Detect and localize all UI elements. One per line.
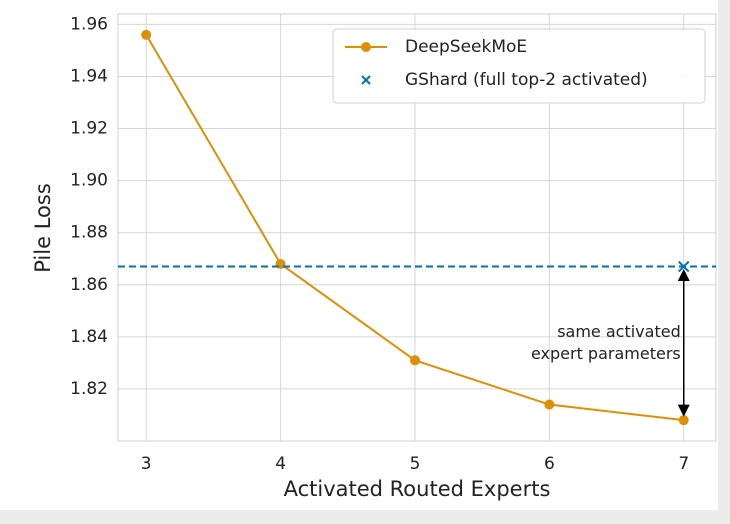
y-tick-label: 1.90 — [70, 171, 108, 191]
annotation-text: expert parameters — [531, 344, 681, 363]
legend: DeepSeekMoE GShard (full top-2 activated) — [332, 28, 706, 104]
x-axis-label: Activated Routed Experts — [284, 477, 551, 501]
y-tick-label: 1.84 — [70, 327, 108, 347]
point — [409, 355, 420, 366]
legend-label: DeepSeekMoE — [405, 37, 527, 57]
legend-box — [332, 28, 706, 104]
y-axis-label: Pile Loss — [31, 183, 55, 273]
point — [141, 29, 152, 40]
y-tick-label: 1.94 — [70, 66, 108, 86]
x-tick-label: 4 — [275, 454, 286, 474]
annotation-text: same activated — [557, 322, 681, 341]
x-tick-label: 5 — [410, 454, 421, 474]
y-tick-label: 1.88 — [70, 223, 108, 243]
x-tick-label: 3 — [141, 454, 152, 474]
point — [678, 415, 689, 426]
legend-marker — [361, 42, 371, 52]
point — [544, 399, 555, 410]
plot-frame — [117, 13, 717, 442]
y-tick-label: 1.96 — [70, 14, 108, 34]
legend-marker — [361, 75, 371, 85]
x-tick-label: 7 — [678, 454, 689, 474]
y-tick-label: 1.82 — [70, 379, 108, 399]
y-tick-label: 1.92 — [70, 119, 108, 139]
legend-label: GShard (full top-2 activated) — [405, 70, 648, 90]
y-tick-label: 1.86 — [70, 275, 108, 295]
x-tick-label: 6 — [544, 454, 555, 474]
